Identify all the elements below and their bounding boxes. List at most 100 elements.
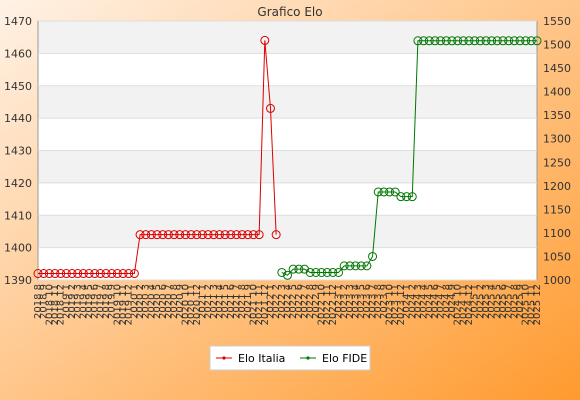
x-tick-label: 2020 6 [158,284,169,319]
data-point [56,269,66,279]
x-tick-label: 2025 4 [487,284,498,319]
x-tick-label: 2022 8 [305,284,316,319]
data-point [203,230,213,240]
x-tick-label: 2018 10 [44,284,55,325]
data-point [390,187,400,197]
data-point [67,269,77,279]
data-point [209,230,219,240]
x-tick-label: 2025 12 [532,284,543,325]
y-right-tick-label: 1450 [543,62,571,75]
x-tick-label: 2025 2 [475,284,486,319]
data-point [470,36,480,46]
data-point [385,187,395,197]
x-tick-label: 2022 4 [283,284,294,319]
x-tick-label: 2023 4 [351,284,362,319]
y-right-tick-label: 1000 [543,274,571,287]
data-point [271,230,281,240]
data-point [186,230,196,240]
x-tick-label: 2023 1 [334,284,345,319]
x-tick-label: 2018 11 [50,284,61,325]
y-left-tick-label: 1440 [4,112,32,125]
x-tick-label: 2022 11 [322,284,333,325]
x-tick-label: 2024 11 [458,284,469,325]
x-tick-label: 2022 2 [271,284,282,319]
x-tick-label: 2024 4 [419,284,430,319]
data-point [158,230,168,240]
data-point [254,230,264,240]
data-point [356,261,366,271]
x-tick-label: 2021 12 [260,284,271,325]
data-point [424,36,434,46]
plot-band [38,215,537,248]
data-point [169,230,179,240]
data-point [73,269,83,279]
legend-label: Elo Italia [238,352,285,365]
data-point [345,261,355,271]
x-tick-label: 2024 12 [464,284,475,325]
data-point [231,230,241,240]
data-point [95,269,105,279]
data-point [44,269,54,279]
y-left-tick-label: 1400 [4,242,32,255]
x-tick-label: 2023 8 [373,284,384,319]
x-tick-label: 2018 12 [56,284,67,325]
x-tick-label: 2018 9 [39,284,50,319]
data-point [475,36,485,46]
data-point [226,230,236,240]
x-tick-label: 2024 9 [447,284,458,319]
plot-band [38,182,537,216]
x-tick-label: 2020 9 [175,284,186,319]
y-left-tick-label: 1460 [4,47,32,60]
x-tick-label: 2024 1 [402,284,413,319]
x-tick-label: 2025 6 [498,284,509,319]
data-point [339,261,349,271]
x-tick-label: 2022 7 [300,284,311,319]
data-point [175,230,185,240]
y-axis-right: 1000 1050 1100 1150 1200 1250 1300 1350 1400 1450… [543,15,571,287]
x-tick-label: 2021 11 [254,284,265,325]
data-point [50,269,60,279]
x-tick-label: 2022 5 [288,284,299,319]
x-tick-label: 2021 3 [209,284,220,319]
x-tick-label: 2025 10 [521,284,532,325]
x-tick-label: 2023 11 [390,284,401,325]
y-right-tick-label: 1500 [543,39,571,52]
data-point [152,230,162,240]
data-point [112,269,122,279]
x-tick-label: 2020 7 [163,284,174,319]
x-tick-label: 2019 2 [67,284,78,319]
data-point [515,36,525,46]
y-left-tick-label: 1390 [4,274,32,287]
y-right-tick-label: 1400 [543,86,571,99]
data-point [498,36,508,46]
data-point [101,269,111,279]
y-right-tick-label: 1300 [543,133,571,146]
plot-band [38,150,537,183]
series-line [38,40,277,275]
y-right-tick-label: 1100 [543,227,571,240]
x-tick-label: 2022 1 [265,284,276,319]
data-point [283,270,292,280]
y-left-tick-label: 1430 [4,145,32,158]
data-point [481,36,491,46]
y-right-tick-label: 1050 [543,250,571,263]
x-tick-label: 2019 5 [84,284,95,319]
x-tick-label: 2019 12 [124,284,135,325]
data-point [419,36,429,46]
data-point [407,192,417,202]
data-point [334,267,344,277]
data-point [351,261,361,271]
x-tick-label: 2020 3 [141,284,152,319]
data-point [248,230,258,240]
x-tick-label: 2023 5 [356,284,367,319]
x-tick-label: 2019 8 [101,284,112,319]
plot-band [38,118,537,151]
x-tick-label: 2025 7 [504,284,515,319]
data-point [78,269,88,279]
data-point [197,230,207,240]
series-line [281,40,537,276]
x-tick-label: 2019 4 [78,284,89,319]
data-point [84,269,94,279]
x-tick-label: 2023 10 [385,284,396,325]
